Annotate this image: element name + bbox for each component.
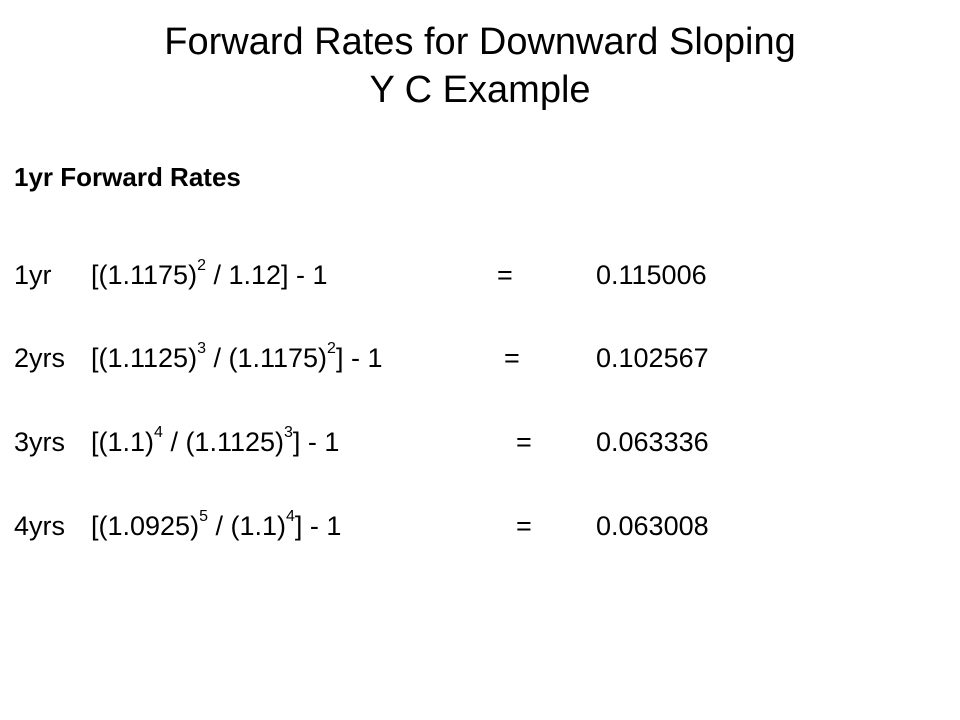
formula-base: [(1.1175) <box>91 260 198 290</box>
formula-base: [(1.1125) <box>91 343 198 373</box>
formula-expression: [(1.1175)2 / 1.12] - 1 <box>91 255 328 295</box>
title-line-1: Forward Rates for Downward Sloping <box>164 21 796 63</box>
formula-tail: ] - 1 <box>294 511 342 541</box>
formula-middle: / (1.1125) <box>162 427 285 457</box>
row-label: 1yr <box>14 260 52 290</box>
forward-rate-value: 0.115006 <box>596 260 707 290</box>
formula-middle: / (1.1175) <box>205 343 328 373</box>
forward-rate-value: 0.102567 <box>596 343 709 373</box>
formula-base: [(1.1) <box>91 427 155 457</box>
formula-exponent: 2 <box>327 340 336 357</box>
equals-sign: = <box>516 427 532 457</box>
formula-row: 3yrs [(1.1)4 / (1.1125)3] - 1 = 0.063336 <box>0 422 960 462</box>
formula-exponent: 4 <box>154 424 163 441</box>
equals-sign: = <box>497 260 513 290</box>
formula-exponent: 3 <box>197 340 206 357</box>
formula-base: [(1.0925) <box>91 511 200 541</box>
formula-exponent: 3 <box>284 424 293 441</box>
formula-exponent: 4 <box>286 508 295 525</box>
title-line-2: Y C Example <box>369 69 591 111</box>
formula-row: 4yrs [(1.0925)5 / (1.1)4] - 1 = 0.063008 <box>0 506 960 546</box>
formula-exponent: 2 <box>197 257 206 274</box>
formula-tail: ] - 1 <box>335 343 383 373</box>
slide-title: Forward Rates for Downward Sloping Y C E… <box>0 18 960 114</box>
formula-tail: ] - 1 <box>292 427 340 457</box>
forward-rate-value: 0.063336 <box>596 427 709 457</box>
formula-exponent: 5 <box>199 508 208 525</box>
formula-expression: [(1.0925)5 / (1.1)4] - 1 <box>91 506 341 546</box>
formula-row: 1yr [(1.1175)2 / 1.12] - 1 = 0.115006 <box>0 255 960 295</box>
formula-expression: [(1.1125)3 / (1.1175)2] - 1 <box>91 338 382 378</box>
forward-rate-value: 0.063008 <box>596 511 709 541</box>
formula-row: 2yrs [(1.1125)3 / (1.1175)2] - 1 = 0.102… <box>0 338 960 378</box>
equals-sign: = <box>504 343 520 373</box>
row-label: 3yrs <box>14 427 66 457</box>
formula-middle: / (1.1) <box>207 511 287 541</box>
formula-middle: / 1.12] - 1 <box>205 260 328 290</box>
section-heading: 1yr Forward Rates <box>14 162 241 192</box>
row-label: 2yrs <box>14 343 66 373</box>
equals-sign: = <box>516 511 532 541</box>
row-label: 4yrs <box>14 511 66 541</box>
formula-expression: [(1.1)4 / (1.1125)3] - 1 <box>91 422 339 462</box>
